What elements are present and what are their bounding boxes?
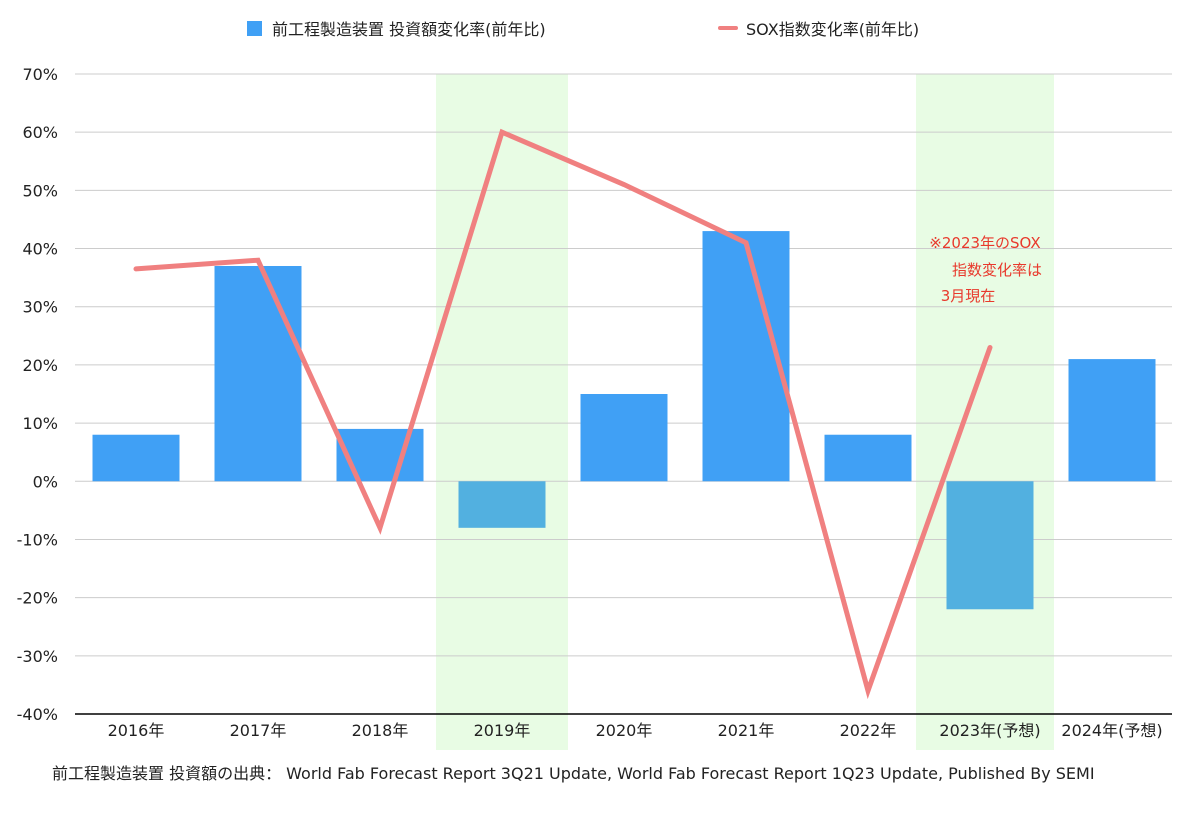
legend-label-bar: 前工程製造装置 投資額変化率(前年比) [272, 20, 546, 39]
x-tick-label: 2018年 [352, 721, 409, 740]
x-tick-label: 2019年 [474, 721, 531, 740]
x-tick-label: 2016年 [108, 721, 165, 740]
bar [580, 394, 668, 482]
highlight-band-1 [916, 74, 1054, 750]
x-tick-label: 2024年(予想) [1061, 721, 1162, 740]
bar [458, 481, 546, 528]
y-tick-label: 10% [22, 414, 58, 433]
annotation-line: 指数変化率は [952, 261, 1042, 279]
source-note: 前工程製造装置 投資額の出典： World Fab Forecast Repor… [52, 764, 1095, 783]
x-tick-label: 2017年 [230, 721, 287, 740]
y-tick-label: -30% [17, 647, 58, 666]
y-tick-label: 50% [22, 181, 58, 200]
highlight-band-0 [436, 74, 568, 750]
annotation-line: 3月現在 [941, 287, 996, 305]
bar [92, 434, 180, 482]
y-tick-label: 70% [22, 65, 58, 84]
x-tick-label: 2021年 [718, 721, 775, 740]
x-tick-label: 2022年 [840, 721, 897, 740]
y-tick-label: 60% [22, 123, 58, 142]
legend-label-line: SOX指数変化率(前年比) [746, 20, 919, 39]
sox-line [133, 128, 993, 700]
y-tick-label: 30% [22, 298, 58, 317]
y-tick-label: -20% [17, 589, 58, 608]
y-tick-label: 40% [22, 240, 58, 259]
x-tick-label: 2020年 [596, 721, 653, 740]
legend-swatch-bar [247, 21, 262, 36]
y-tick-label: 20% [22, 356, 58, 375]
bar [214, 266, 302, 482]
annotation-line: ※2023年のSOX [929, 234, 1040, 252]
y-tick-label: -40% [17, 705, 58, 724]
bar [824, 434, 912, 482]
y-tick-label: -10% [17, 530, 58, 549]
x-tick-label: 2023年(予想) [939, 721, 1040, 740]
bar [1068, 359, 1156, 482]
y-tick-label: 0% [33, 472, 58, 491]
bar [946, 481, 1034, 610]
